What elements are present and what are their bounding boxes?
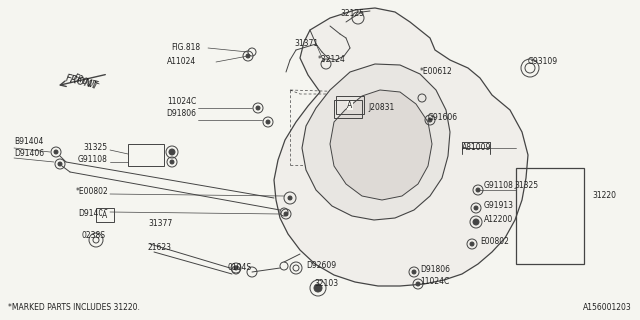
Text: 0238S: 0238S: [82, 231, 106, 241]
Text: G91108: G91108: [78, 156, 108, 164]
Text: E00802: E00802: [480, 237, 509, 246]
Circle shape: [234, 266, 238, 270]
Text: G91606: G91606: [428, 114, 458, 123]
Text: A: A: [102, 211, 108, 220]
Text: 31325: 31325: [514, 181, 538, 190]
Circle shape: [246, 54, 250, 58]
Polygon shape: [274, 8, 528, 286]
Circle shape: [256, 106, 260, 110]
Circle shape: [58, 162, 62, 166]
Circle shape: [416, 282, 420, 286]
Circle shape: [476, 188, 480, 192]
Text: J20831: J20831: [368, 103, 394, 113]
Text: G93109: G93109: [528, 58, 558, 67]
Text: 11024C: 11024C: [167, 98, 196, 107]
Circle shape: [266, 120, 270, 124]
Text: D91406: D91406: [14, 149, 44, 158]
Text: 31377: 31377: [148, 220, 172, 228]
Text: FIG.818: FIG.818: [171, 44, 200, 52]
Text: A12200: A12200: [484, 215, 513, 225]
Text: D92609: D92609: [306, 261, 336, 270]
Text: D91806: D91806: [420, 266, 450, 275]
Circle shape: [54, 150, 58, 154]
Text: 0104S: 0104S: [228, 263, 252, 273]
Text: 11024C: 11024C: [420, 277, 449, 286]
Circle shape: [170, 160, 174, 164]
Text: A81009: A81009: [462, 143, 492, 153]
Circle shape: [288, 196, 292, 200]
Bar: [516, 168, 584, 264]
Bar: [96, 208, 114, 222]
Circle shape: [470, 242, 474, 246]
Text: 31325: 31325: [84, 143, 108, 153]
Text: 21623: 21623: [148, 244, 172, 252]
Polygon shape: [330, 90, 432, 200]
Circle shape: [412, 270, 416, 274]
Text: B91404: B91404: [14, 138, 44, 147]
Text: D91406: D91406: [78, 210, 108, 219]
Text: 32103: 32103: [314, 279, 338, 289]
Text: *MARKED PARTS INCLUDES 31220.: *MARKED PARTS INCLUDES 31220.: [8, 303, 140, 313]
Text: 31220: 31220: [592, 191, 616, 201]
Text: 32125: 32125: [340, 10, 364, 19]
Text: A156001203: A156001203: [583, 303, 632, 313]
Text: FRONT: FRONT: [65, 73, 99, 91]
Text: G91913: G91913: [484, 202, 514, 211]
Text: FRONT: FRONT: [72, 72, 100, 92]
Bar: [128, 144, 164, 166]
Circle shape: [474, 206, 478, 210]
Circle shape: [284, 212, 288, 216]
Text: D91806: D91806: [166, 109, 196, 118]
Circle shape: [428, 118, 432, 122]
Text: *E00612: *E00612: [420, 68, 452, 76]
Polygon shape: [302, 64, 450, 220]
Bar: [336, 96, 364, 114]
Circle shape: [314, 284, 322, 292]
Circle shape: [473, 219, 479, 225]
Text: *E00802: *E00802: [76, 188, 108, 196]
Text: A11024: A11024: [167, 58, 196, 67]
Text: A: A: [348, 100, 353, 109]
Text: *32124: *32124: [318, 55, 346, 65]
Circle shape: [169, 149, 175, 155]
Text: G91108: G91108: [484, 181, 514, 190]
Bar: [334, 100, 362, 118]
Text: 31371: 31371: [294, 39, 318, 49]
